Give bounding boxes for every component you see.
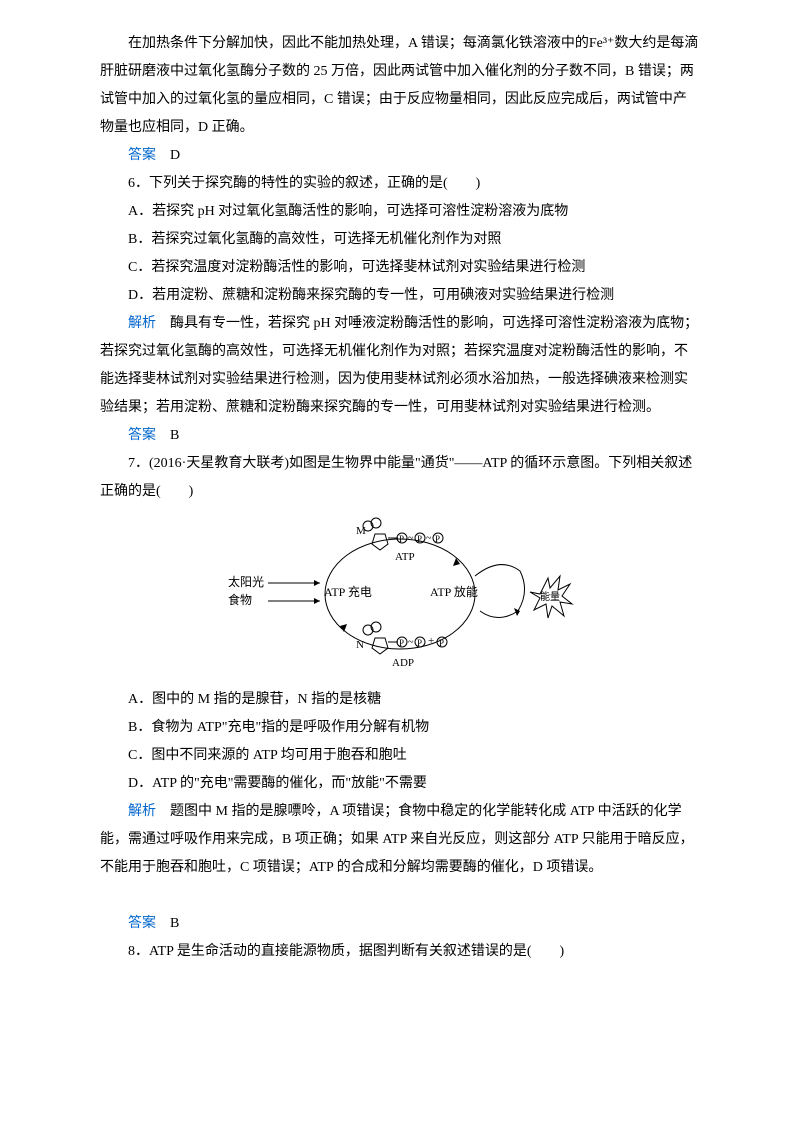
energy-burst: 能量: [530, 576, 572, 618]
analysis-text: 酶具有专一性，若探究 pH 对唾液淀粉酶活性的影响，可选择可溶性淀粉溶液为底物；…: [100, 316, 698, 415]
analysis-label: 解析: [128, 804, 156, 819]
paragraph-q5-continuation: 在加热条件下分解加快，因此不能加热处理，A 错误；每滴氯化铁溶液中的Fe³⁺数大…: [100, 30, 700, 142]
q6-stem: 6．下列关于探究酶的特性的实验的叙述，正确的是( ): [100, 170, 700, 198]
svg-text:P: P: [399, 638, 404, 648]
q8-stem: 8．ATP 是生命活动的直接能源物质，据图判断有关叙述错误的是( ): [100, 938, 700, 966]
svg-text:P: P: [435, 534, 440, 544]
answer-value: D: [156, 148, 180, 163]
label-food: 食物: [228, 592, 252, 607]
label-atp-release: ATP 放能: [430, 584, 478, 599]
q7-stem: 7．(2016·天星教育大联考)如图是生物界中能量"通货"——ATP 的循环示意…: [100, 450, 700, 506]
analysis-text: 题图中 M 指的是腺嘌呤，A 项错误；食物中稳定的化学能转化成 ATP 中活跃的…: [100, 804, 694, 875]
document-content: 在加热条件下分解加快，因此不能加热处理，A 错误；每滴氯化铁溶液中的Fe³⁺数大…: [100, 30, 700, 966]
q6-option-b: B．若探究过氧化氢酶的高效性，可选择无机催化剂作为对照: [100, 226, 700, 254]
q7-option-b: B．食物为 ATP"充电"指的是呼吸作用分解有机物: [100, 714, 700, 742]
answer-6: 答案 B: [100, 422, 700, 450]
svg-text:P: P: [417, 638, 422, 648]
svg-text:~: ~: [408, 637, 414, 648]
svg-text:P: P: [439, 638, 444, 648]
answer-5: 答案 D: [100, 142, 700, 170]
atp-structure: M P ~ P ~ P ATP: [356, 518, 443, 563]
answer-value: B: [156, 916, 179, 931]
label-m: M: [356, 525, 366, 537]
analysis-6: 解析 酶具有专一性，若探究 pH 对唾液淀粉酶活性的影响，可选择可溶性淀粉溶液为…: [100, 310, 700, 422]
q7-option-a: A．图中的 M 指的是腺苷，N 指的是核糖: [100, 686, 700, 714]
q6-option-c: C．若探究温度对淀粉酶活性的影响，可选择斐林试剂对实验结果进行检测: [100, 254, 700, 282]
atp-diagram-svg: 太阳光 食物 M P ~: [220, 516, 580, 676]
answer-label: 答案: [128, 428, 156, 443]
adp-structure: N P ~ P + P ADP: [356, 622, 447, 669]
analysis-7: 解析 题图中 M 指的是腺嘌呤，A 项错误；食物中稳定的化学能转化成 ATP 中…: [100, 798, 700, 882]
answer-7: 答案 B: [100, 910, 700, 938]
label-sunlight: 太阳光: [228, 574, 264, 589]
q7-option-c: C．图中不同来源的 ATP 均可用于胞吞和胞吐: [100, 742, 700, 770]
label-energy: 能量: [540, 590, 560, 603]
q6-option-a: A．若探究 pH 对过氧化氢酶活性的影响，可选择可溶性淀粉溶液为底物: [100, 198, 700, 226]
svg-text:P: P: [399, 534, 404, 544]
label-atp: ATP: [395, 551, 415, 563]
label-adp: ADP: [392, 657, 414, 669]
svg-text:+: +: [428, 635, 434, 647]
answer-value: B: [156, 428, 179, 443]
svg-text:P: P: [417, 534, 422, 544]
q6-option-d: D．若用淀粉、蔗糖和淀粉酶来探究酶的专一性，可用碘液对实验结果进行检测: [100, 282, 700, 310]
q7-option-d: D．ATP 的"充电"需要酶的催化，而"放能"不需要: [100, 770, 700, 798]
answer-label: 答案: [128, 148, 156, 163]
answer-label: 答案: [128, 916, 156, 931]
blank-line: [100, 882, 700, 910]
label-n: N: [356, 639, 364, 651]
atp-cycle-diagram: 太阳光 食物 M P ~: [100, 516, 700, 676]
svg-text:~: ~: [408, 533, 414, 544]
svg-text:~: ~: [426, 533, 432, 544]
label-atp-charge: ATP 充电: [324, 584, 372, 599]
analysis-label: 解析: [128, 316, 156, 331]
